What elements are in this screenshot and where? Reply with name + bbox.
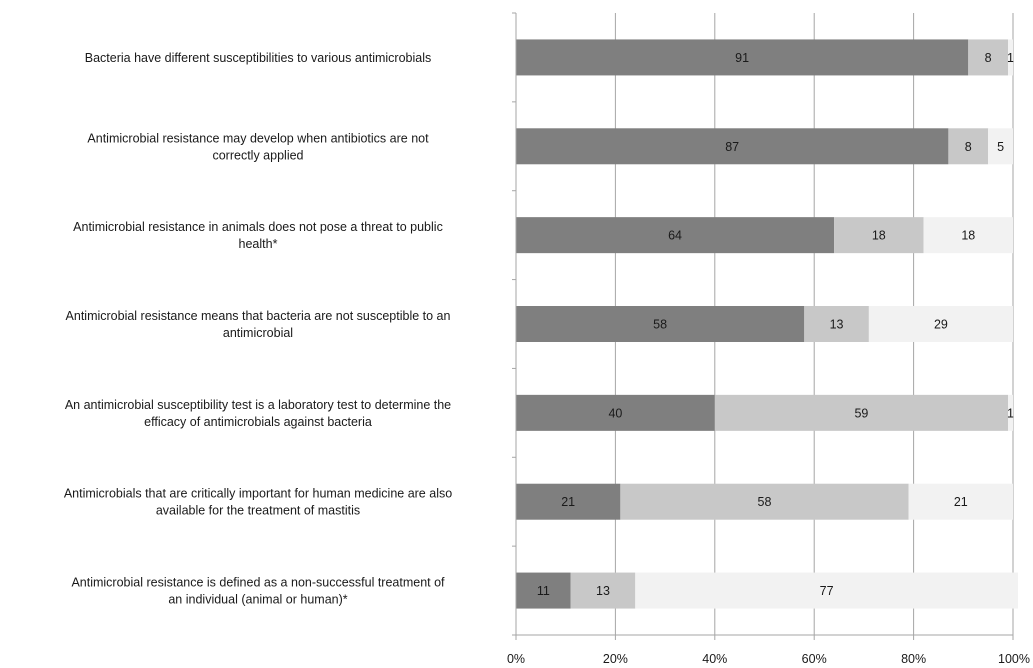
- bar-segment: [968, 39, 1009, 76]
- bar-segment: [908, 483, 1013, 520]
- data-label: 13: [830, 318, 844, 332]
- data-label: 13: [596, 584, 610, 598]
- bar-segment: [834, 217, 924, 254]
- data-label: 64: [668, 229, 682, 243]
- data-label: 1: [1007, 406, 1014, 420]
- data-label: 8: [985, 51, 992, 65]
- data-label: 40: [608, 406, 622, 420]
- data-label: 59: [854, 406, 868, 420]
- bar-segment: [620, 483, 909, 520]
- bar-segment: [714, 394, 1009, 431]
- bar-segment: [948, 128, 989, 165]
- x-tick-label: 0%: [507, 652, 525, 666]
- data-label: 58: [758, 495, 772, 509]
- data-label: 18: [872, 229, 886, 243]
- x-tick-label: 20%: [603, 652, 628, 666]
- bar-segment: [516, 217, 835, 254]
- data-label: 1: [1007, 51, 1014, 65]
- bar-segment: [516, 39, 969, 76]
- data-label: 21: [954, 495, 968, 509]
- category-label: Antimicrobial resistance may develop whe…: [87, 131, 429, 162]
- bar-segment: [516, 394, 715, 431]
- bar-segment: [516, 483, 621, 520]
- bar-segment: [868, 306, 1013, 342]
- category-label: Antimicrobials that are critically impor…: [64, 487, 452, 518]
- bar-segment: [1008, 394, 1013, 431]
- bar-segment: [516, 128, 949, 165]
- category-label: An antimicrobial susceptibility test is …: [65, 398, 451, 429]
- bar-segment: [804, 306, 869, 342]
- data-label: 5: [997, 140, 1004, 154]
- data-label: 91: [735, 51, 749, 65]
- data-label: 11: [537, 584, 550, 598]
- data-label: 87: [725, 140, 739, 154]
- bar-segment: [635, 572, 1018, 609]
- bar-segment: [923, 217, 1013, 254]
- x-tick-label: 40%: [702, 652, 727, 666]
- x-tick-label: 100%: [998, 652, 1030, 666]
- category-label: Antimicrobial resistance means that bact…: [66, 309, 451, 340]
- x-tick-label: 60%: [802, 652, 827, 666]
- category-label: Antimicrobial resistance is defined as a…: [71, 576, 445, 607]
- bar-segment: [516, 306, 805, 342]
- data-label: 18: [961, 229, 975, 243]
- data-label: 29: [934, 318, 948, 332]
- data-label: 77: [820, 584, 834, 598]
- bar-segment: [988, 128, 1013, 165]
- data-label: 21: [561, 495, 575, 509]
- data-label: 58: [653, 318, 667, 332]
- x-tick-label: 80%: [901, 652, 926, 666]
- data-label: 8: [965, 140, 972, 154]
- category-label: Bacteria have different susceptibilities…: [85, 51, 431, 65]
- category-label: Antimicrobial resistance in animals does…: [73, 220, 443, 251]
- bar-segment: [1008, 39, 1013, 76]
- bar-segment: [516, 572, 571, 609]
- bar-segment: [570, 572, 636, 609]
